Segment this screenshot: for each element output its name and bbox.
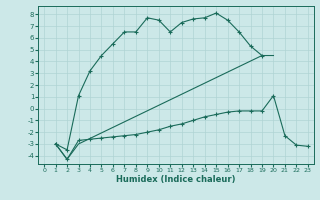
X-axis label: Humidex (Indice chaleur): Humidex (Indice chaleur) — [116, 175, 236, 184]
